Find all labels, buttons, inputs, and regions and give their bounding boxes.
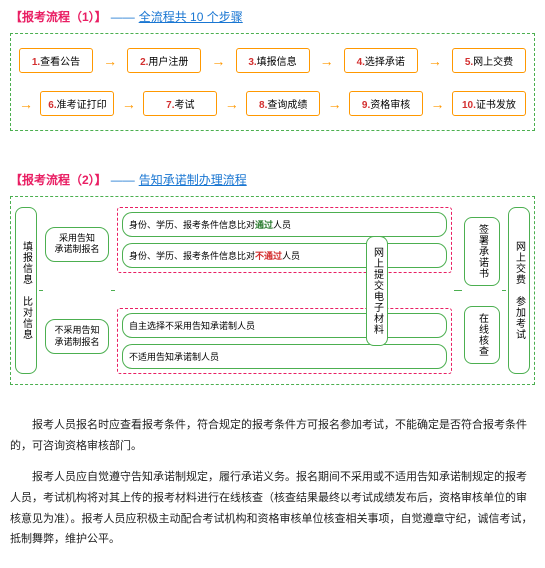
section2-header: 【报考流程（2）】 —— 告知承诺制办理流程: [10, 171, 535, 188]
arrow-icon: →: [431, 96, 445, 112]
right-top-box: 签署承诺书: [464, 217, 500, 286]
arrow-icon: →: [19, 96, 33, 112]
step-10: 10.证书发放: [452, 91, 526, 116]
connector-line: [502, 207, 506, 374]
step-2: 2.用户注册: [127, 48, 201, 73]
right-bot-box: 在线核查: [464, 306, 500, 364]
mid-row-3: 自主选择不采用告知承诺制人员: [122, 313, 447, 338]
mid-row-1: 身份、学历、报考条件信息比对通过人员: [122, 212, 447, 237]
section1-dash: ——: [111, 10, 135, 24]
mid-row-2: 身份、学历、报考条件信息比对不通过人员: [122, 243, 447, 268]
connector-line: [454, 207, 462, 374]
step-4: 4.选择承诺: [344, 48, 418, 73]
far-right-box: 网上交费 参加考试: [508, 207, 530, 374]
section1-subtitle: 全流程共 10 个步骤: [139, 8, 243, 25]
flow2-left-box: 填报信息 比对信息: [15, 207, 37, 374]
mid-group-top: 身份、学历、报考条件信息比对通过人员 身份、学历、报考条件信息比对不通过人员: [117, 207, 452, 273]
paragraph-1: 报考人员报名时应查看报考条件，符合规定的报考条件方可报名参加考试，不能确定是否符…: [10, 415, 535, 457]
arrow-icon: →: [428, 53, 442, 69]
arrow-icon: →: [225, 96, 239, 112]
arrow-icon: →: [328, 96, 342, 112]
section2-subtitle: 告知承诺制办理流程: [139, 171, 247, 188]
arrow-icon: →: [211, 53, 225, 69]
flow1-row-1: 1.查看公告 → 2.用户注册 → 3.填报信息 → 4.选择承诺 → 5.网上…: [19, 48, 526, 73]
section1-bracket: 【报考流程（1）】: [10, 8, 107, 25]
step-3: 3.填报信息: [236, 48, 310, 73]
paragraph-2: 报考人员应自觉遵守告知承诺制规定，履行承诺义务。报名期间不采用或不适用告知承诺制…: [10, 467, 535, 551]
center-overlay: 网上提交电子材料: [366, 236, 388, 346]
step-8: 8.查询成绩: [246, 91, 320, 116]
center-vbox: 网上提交电子材料: [366, 236, 388, 346]
flow1-container: 1.查看公告 → 2.用户注册 → 3.填报信息 → 4.选择承诺 → 5.网上…: [10, 33, 535, 131]
connector-line: [39, 207, 43, 374]
section1-header: 【报考流程（1）】 —— 全流程共 10 个步骤: [10, 8, 535, 25]
flow2-container: 填报信息 比对信息 采用告知承诺制报名 不采用告知承诺制报名 身份、学历、报考条…: [10, 196, 535, 385]
branch2-box: 不采用告知承诺制报名: [45, 319, 109, 354]
arrow-icon: →: [103, 53, 117, 69]
right-stack: 签署承诺书 在线核查: [464, 207, 500, 374]
branch-column: 采用告知承诺制报名 不采用告知承诺制报名: [45, 207, 109, 374]
step-9: 9.资格审核: [349, 91, 423, 116]
mid-group-bot: 自主选择不采用告知承诺制人员 不适用告知承诺制人员: [117, 308, 452, 374]
mid-row-4: 不适用告知承诺制人员: [122, 344, 447, 369]
mid-stack: 身份、学历、报考条件信息比对通过人员 身份、学历、报考条件信息比对不通过人员 自…: [117, 207, 452, 374]
step-6: 6.准考证打印: [40, 91, 114, 116]
branch1-box: 采用告知承诺制报名: [45, 227, 109, 262]
arrow-icon: →: [320, 53, 334, 69]
step-5: 5.网上交费: [452, 48, 526, 73]
connector-line: [111, 207, 115, 374]
step-1: 1.查看公告: [19, 48, 93, 73]
flow2-section: 【报考流程（2）】 —— 告知承诺制办理流程 填报信息 比对信息 采用告知承诺制…: [10, 171, 535, 385]
section2-bracket: 【报考流程（2）】: [10, 171, 107, 188]
flow1-row-2: → 6.准考证打印 → 7.考试 → 8.查询成绩 → 9.资格审核 → 10.…: [19, 91, 526, 116]
step-7: 7.考试: [143, 91, 217, 116]
arrow-icon: →: [122, 96, 136, 112]
section2-dash: ——: [111, 173, 135, 187]
